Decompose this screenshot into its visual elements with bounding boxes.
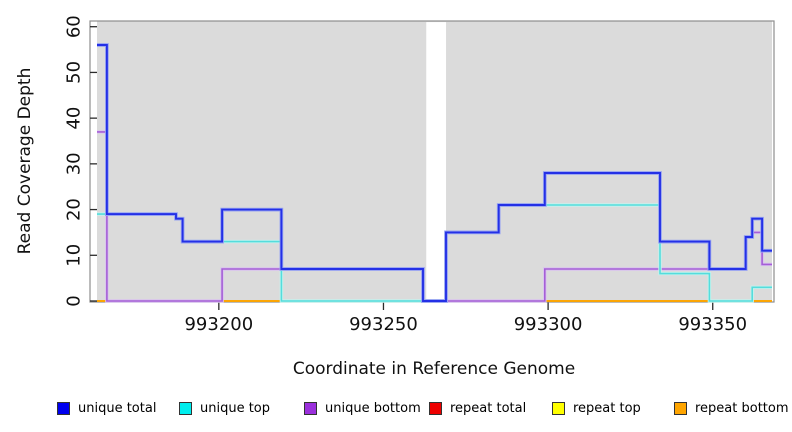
series-line-unique-bottom	[97, 131, 772, 302]
y-tick-label-40: 40	[63, 107, 84, 130]
masked-region	[426, 22, 447, 303]
y-tick-label-20: 20	[63, 198, 84, 221]
x-axis-title: Coordinate in Reference Genome	[292, 359, 576, 379]
x-tick-label-993200: 993200	[184, 314, 253, 335]
y-tick-label-10: 10	[63, 244, 84, 267]
x-tick-label-993300: 993300	[514, 314, 583, 335]
x-tick-label-993250: 993250	[349, 314, 418, 335]
x-tick-label-993350: 993350	[678, 314, 747, 335]
y-tick-label-60: 60	[63, 15, 84, 38]
y-tick-label-30: 30	[63, 152, 84, 175]
y-tick-label-0: 0	[63, 295, 84, 306]
series-line-unique-total	[97, 44, 772, 302]
y-tick-label-50: 50	[63, 61, 84, 84]
y-axis-title: Read Coverage Depth	[15, 67, 35, 255]
